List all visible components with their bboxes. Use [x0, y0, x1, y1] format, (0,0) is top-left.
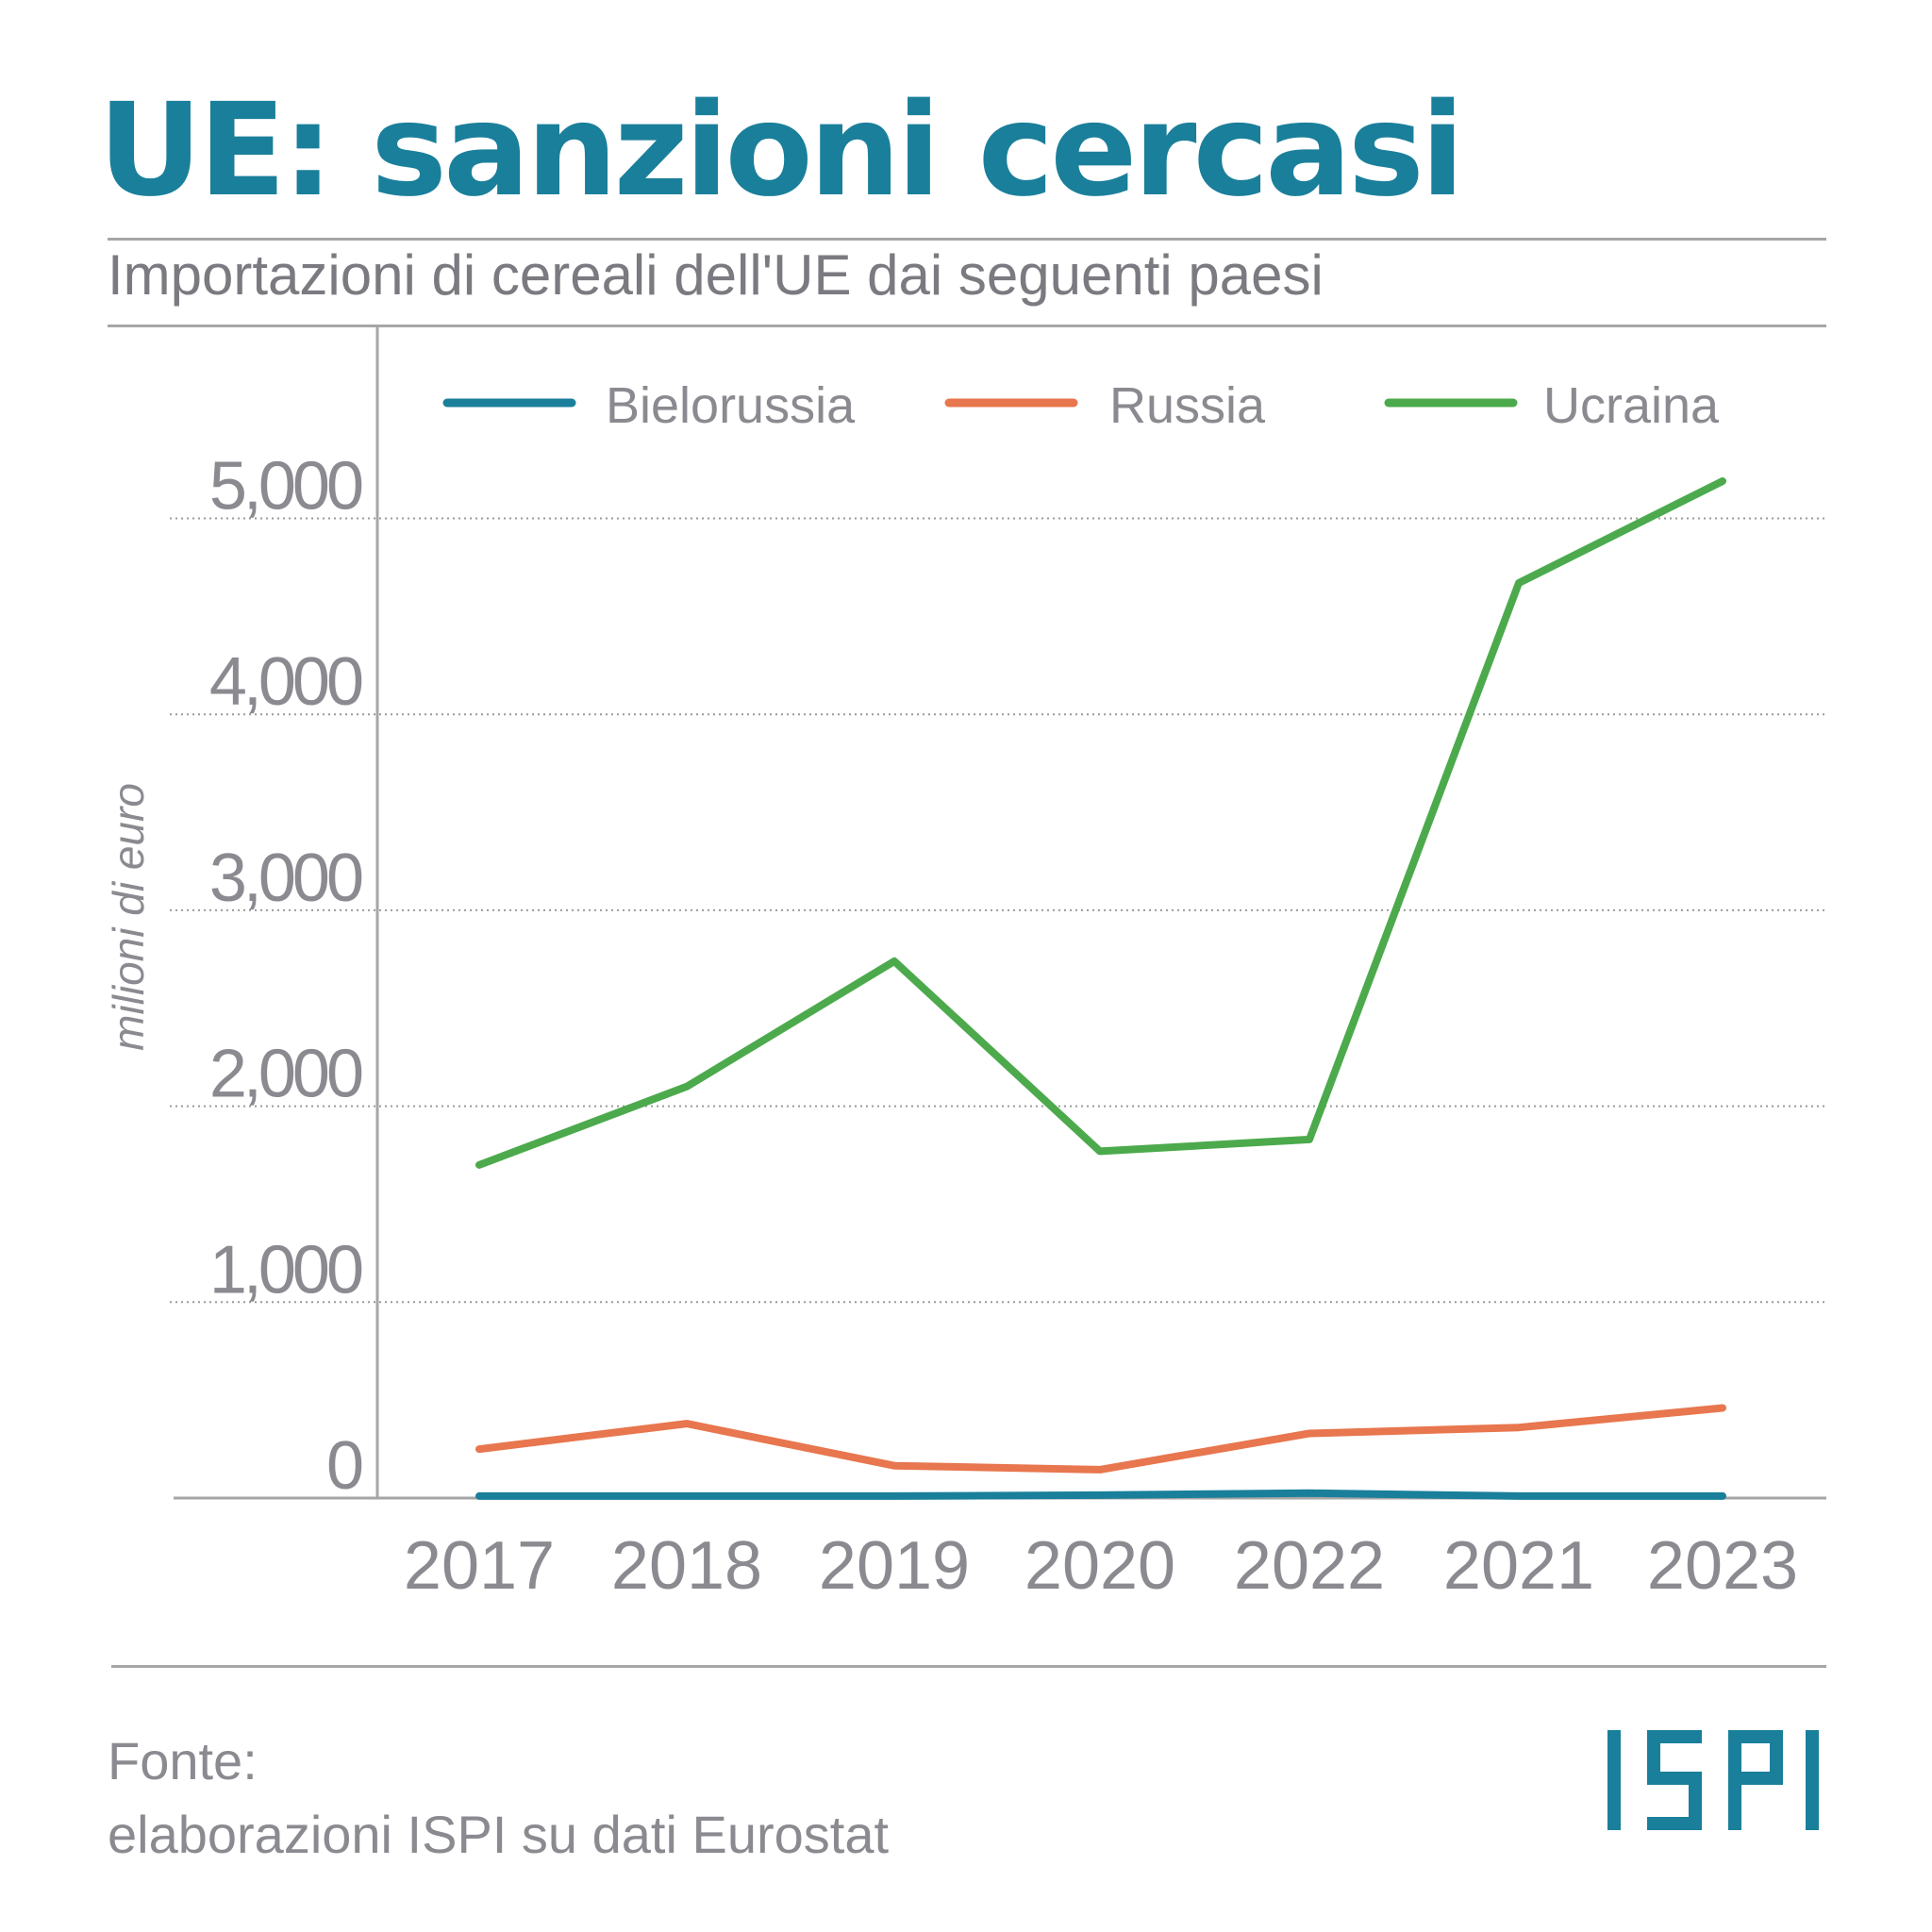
x-tick-label: 2017	[404, 1528, 555, 1604]
logo-stroke	[1647, 1817, 1702, 1830]
logo-stroke	[1647, 1730, 1702, 1743]
x-tick-label: 2021	[1443, 1528, 1594, 1604]
line-chart: 0 1,000 2,000 3,000 4,000 5,000 milioni di eur…	[104, 326, 1826, 1604]
legend-label: Russia	[1109, 377, 1266, 434]
page-title: UE: sanzioni cercasi	[98, 76, 1464, 225]
y-tick-label: 0	[326, 1428, 362, 1504]
logo-stroke	[1607, 1730, 1621, 1830]
logo-stroke	[1728, 1772, 1783, 1785]
legend-label: Ucraina	[1543, 377, 1720, 434]
subtitle-divider	[108, 325, 1826, 327]
ispi-logo	[1607, 1730, 1819, 1830]
logo-stroke	[1689, 1772, 1702, 1830]
series-line-russia	[475, 1404, 1726, 1474]
series-line-bielorussia	[475, 1489, 1726, 1500]
y-axis-title: milioni di euro	[104, 783, 153, 1051]
title-divider	[108, 238, 1826, 241]
x-tick-label: 2022	[1234, 1528, 1385, 1604]
x-tick-label: 2019	[819, 1528, 970, 1604]
series-line-ucraina	[475, 477, 1726, 1169]
y-tick-label: 2,000	[209, 1037, 362, 1112]
logo-stroke	[1728, 1730, 1783, 1743]
logo-stroke	[1647, 1730, 1660, 1785]
source-text: elaborazioni ISPI su dati Eurostat	[108, 1805, 890, 1864]
y-tick-label: 4,000	[209, 644, 362, 720]
logo-stroke	[1647, 1772, 1702, 1785]
source-label: Fonte:	[108, 1731, 258, 1790]
y-tick-label: 1,000	[209, 1232, 362, 1307]
y-tick-label: 5,000	[209, 449, 362, 525]
x-tick-label: 2023	[1647, 1528, 1798, 1604]
logo-stroke	[1806, 1730, 1819, 1830]
chart-subtitle: Importazioni di cereali dell'UE dai segu…	[108, 243, 1324, 307]
x-tick-label: 2018	[611, 1528, 762, 1604]
legend-label: Bielorussia	[606, 377, 856, 434]
x-tick-label: 2020	[1024, 1528, 1175, 1604]
source-note: Fonte: elaborazioni ISPI su dati Eurosta…	[108, 1724, 889, 1872]
footer-divider	[111, 1665, 1826, 1668]
y-tick-label: 3,000	[209, 841, 362, 916]
logo-stroke	[1770, 1730, 1783, 1785]
